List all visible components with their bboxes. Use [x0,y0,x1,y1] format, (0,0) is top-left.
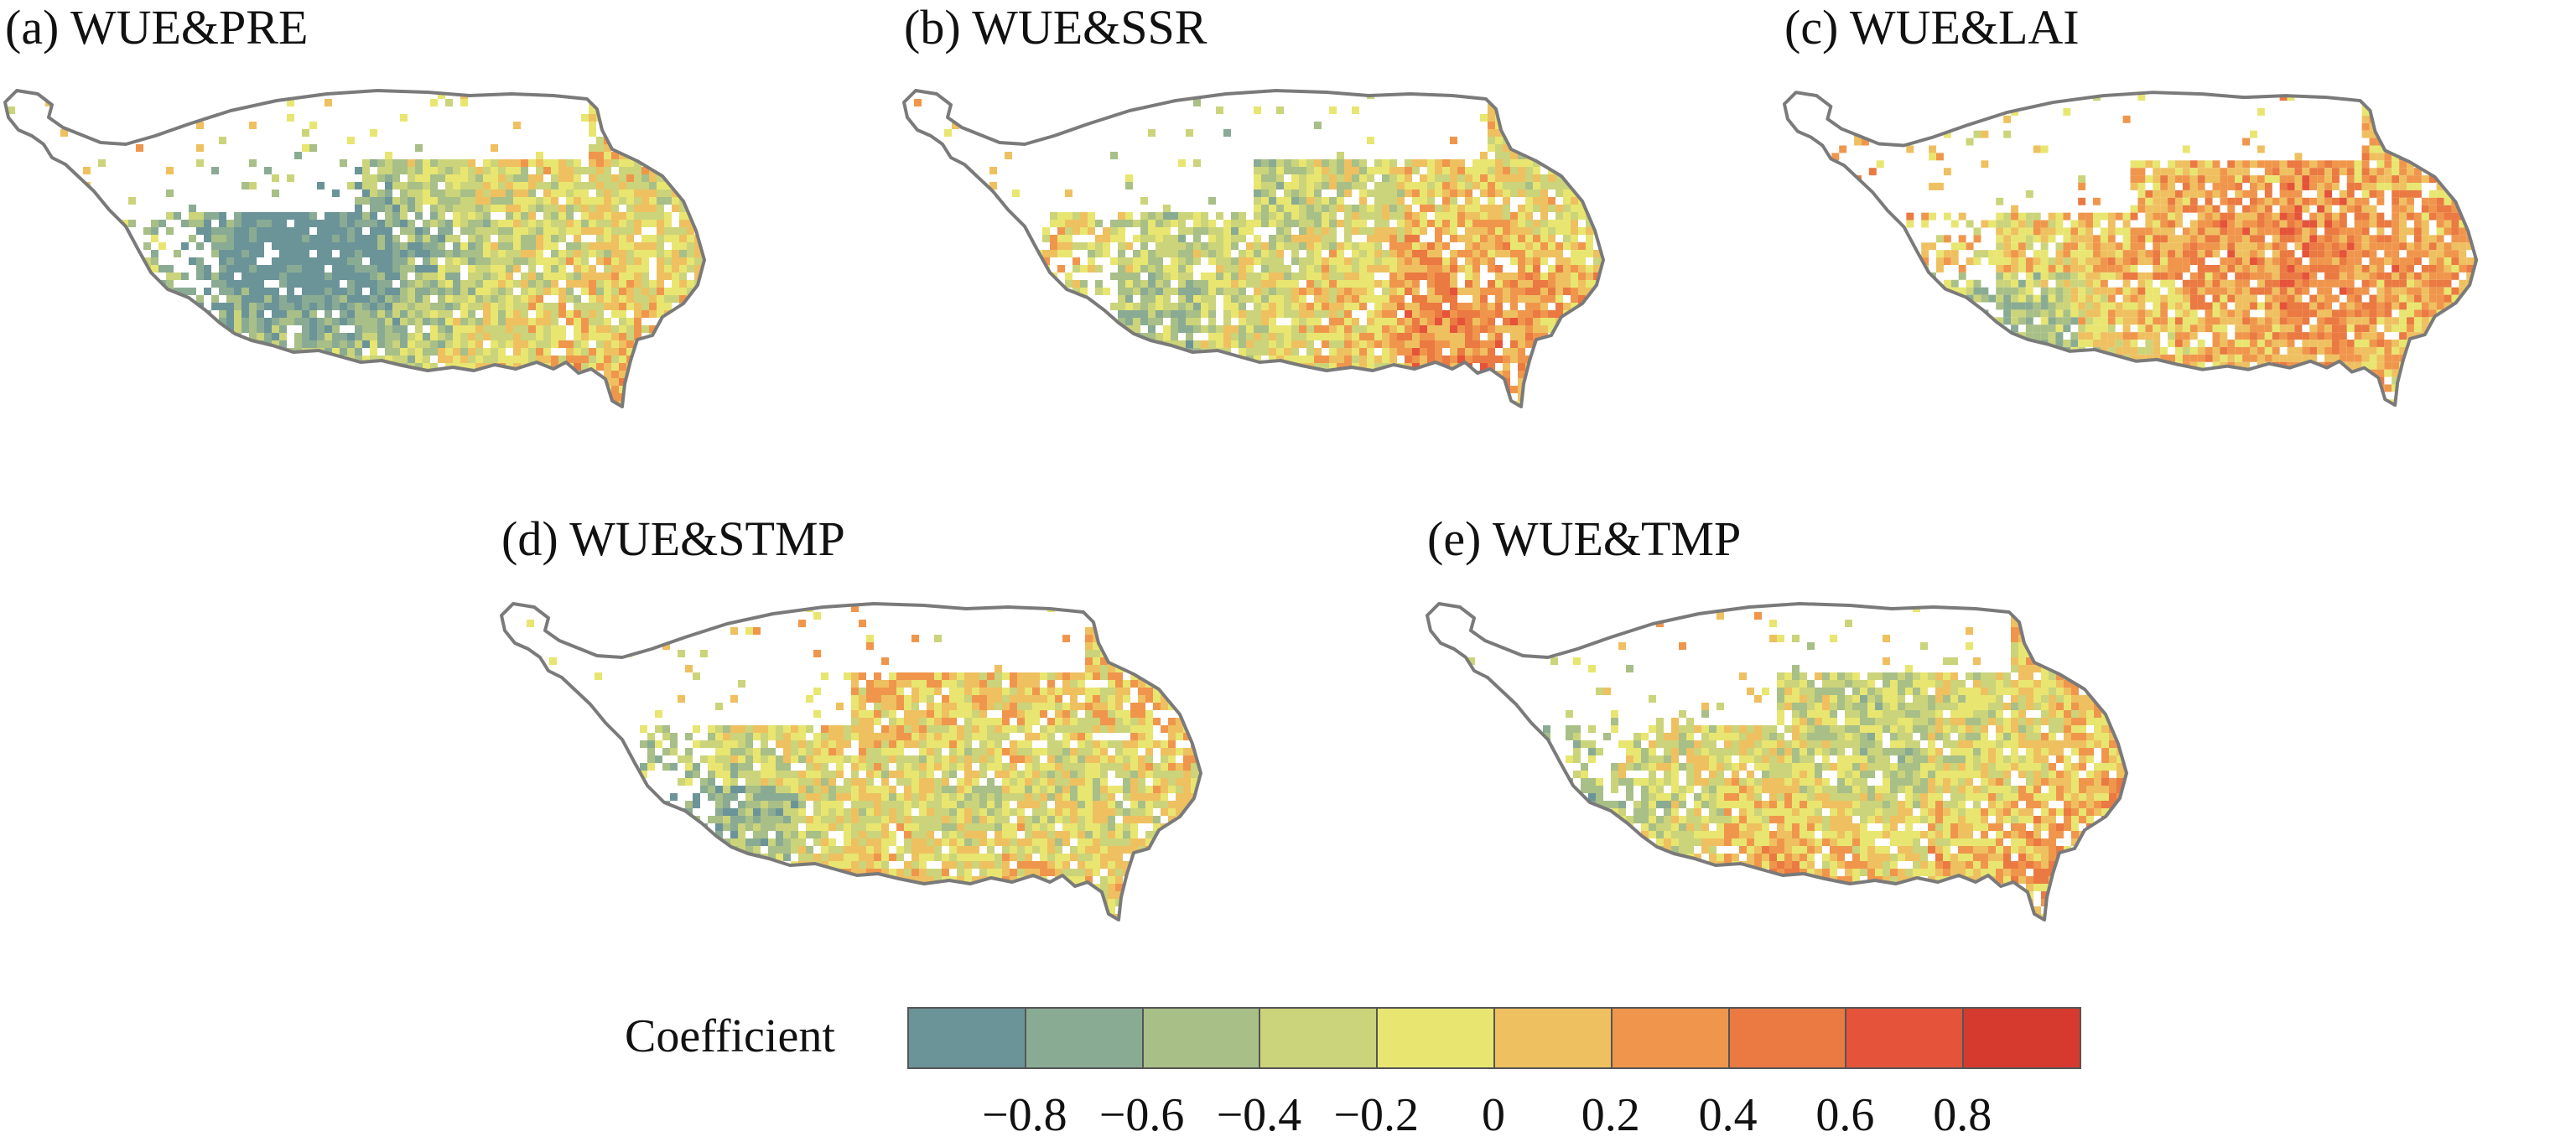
panel-b-map [902,89,1605,408]
colorbar-swatch [1610,1007,1730,1069]
plateau-boundary [3,89,706,408]
raster-cells [904,91,1603,407]
colorbar-swatch [1727,1007,1847,1069]
colorbar-tick-label: −0.4 [1216,1089,1302,1141]
colorbar-swatch [1259,1007,1379,1069]
colorbar-swatch [1024,1007,1144,1069]
colorbar-tick-label: 0.6 [1815,1089,1875,1141]
panel-d-title: (d) WUE&STMP [501,511,845,566]
plateau-boundary [902,89,1605,408]
raster-cells [501,604,1201,920]
plateau-boundary [1782,91,2479,407]
panel-b: (b) WUE&SSR [899,0,1704,453]
panel-d: (d) WUE&STMP [496,503,1301,956]
panel-a: (a) WUE&PRE [0,0,805,453]
panel-a-map [3,89,706,408]
colorbar-tick-label: 0.8 [1933,1089,1992,1141]
raster-cells [1427,604,2127,920]
colorbar-tick-label: 0.2 [1581,1089,1640,1141]
plateau-boundary [1426,602,2128,921]
colorbar-tick-label: 0.4 [1698,1089,1758,1141]
colorbar-swatch [907,1007,1026,1069]
panel-c: (c) WUE&LAI [1779,0,2576,453]
colorbar-tick-label: −0.6 [1098,1089,1185,1141]
panel-d-map [500,602,1202,921]
panel-c-map [1782,91,2479,407]
panel-a-title: (a) WUE&PRE [5,0,309,55]
raster-cells [1784,92,2477,406]
colorbar-swatch [1493,1007,1613,1069]
colorbar-swatch [1845,1007,1965,1069]
raster-cells [5,91,704,407]
colorbar-tick-label: −0.8 [982,1089,1067,1141]
panel-e-title: (e) WUE&TMP [1427,511,1742,566]
colorbar-swatch [1962,1007,2081,1069]
panel-b-title: (b) WUE&SSR [904,0,1208,55]
panel-c-title: (c) WUE&LAI [1784,0,2080,55]
colorbar-swatch [1376,1007,1495,1069]
colorbar-tick-label: −0.2 [1333,1089,1419,1141]
plateau-boundary [500,602,1202,921]
colorbar-swatch [1141,1007,1261,1069]
legend-title: Coefficient [625,1010,835,1062]
panel-e-map [1426,602,2128,921]
colorbar-tick-label: 0 [1482,1089,1505,1141]
panel-e: (e) WUE&TMP [1422,503,2227,956]
